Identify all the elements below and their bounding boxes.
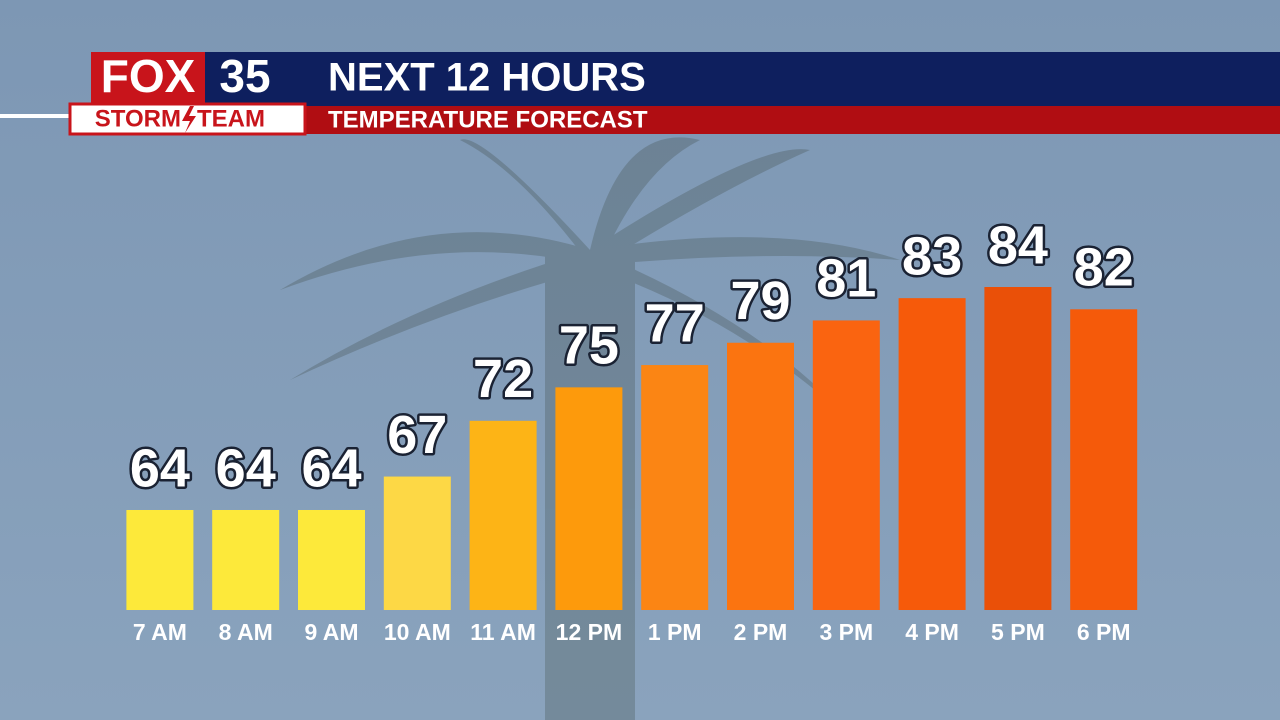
- x-tick-label: 7 AM: [133, 619, 187, 645]
- x-tick-label: 1 PM: [648, 619, 702, 645]
- x-tick-label: 3 PM: [819, 619, 873, 645]
- x-tick-label: 9 AM: [304, 619, 358, 645]
- value-label: 77: [645, 293, 705, 353]
- value-label: 84: [988, 215, 1048, 275]
- value-label: 64: [301, 438, 361, 498]
- subtitle-bar: [305, 106, 1280, 134]
- value-label: 64: [216, 438, 276, 498]
- bar: [555, 387, 623, 610]
- logo-number-box: [205, 52, 285, 104]
- x-tick-label: 12 PM: [556, 619, 622, 645]
- x-tick-label: 11 AM: [470, 619, 536, 645]
- bar: [1070, 309, 1138, 610]
- logo-team-left: STORM: [95, 105, 181, 132]
- x-tick-label: 6 PM: [1077, 619, 1131, 645]
- value-label: 72: [473, 349, 533, 409]
- bar: [212, 510, 280, 610]
- logo-number: 35: [219, 50, 270, 102]
- x-tick-label: 10 AM: [384, 619, 451, 645]
- bar: [727, 342, 794, 610]
- bar: [984, 287, 1052, 610]
- title-bar: [205, 52, 1280, 106]
- chart-subtitle: TEMPERATURE FORECAST: [328, 106, 648, 133]
- bar: [898, 298, 966, 610]
- value-label: 75: [559, 316, 619, 376]
- x-tick-label: 5 PM: [991, 619, 1045, 645]
- x-tick-label: 8 AM: [219, 619, 273, 645]
- value-label: 79: [730, 271, 790, 331]
- bar: [126, 510, 194, 610]
- chart-title: NEXT 12 HOURS: [328, 56, 646, 100]
- x-tick-label: 2 PM: [734, 619, 788, 645]
- bar: [469, 420, 537, 610]
- value-label: 81: [816, 249, 876, 309]
- x-tick-label: 4 PM: [905, 619, 959, 645]
- value-label: 67: [387, 405, 447, 465]
- logo-box: [91, 52, 205, 104]
- bar: [812, 320, 880, 610]
- value-label: 64: [130, 438, 190, 498]
- logo-team-right: TEAM: [197, 105, 265, 132]
- lightning-icon: [182, 106, 196, 133]
- value-label: 83: [902, 226, 962, 286]
- bar: [298, 510, 365, 610]
- logo-station: FOX: [101, 50, 196, 102]
- bar: [383, 476, 451, 610]
- bar: [641, 365, 709, 610]
- value-label: 82: [1074, 238, 1134, 298]
